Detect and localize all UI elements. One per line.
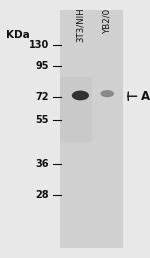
Text: 28: 28 [35, 190, 49, 200]
Text: KDa: KDa [6, 30, 30, 40]
Text: 3T3/NIH: 3T3/NIH [76, 8, 85, 42]
Text: YB2/0: YB2/0 [102, 8, 111, 33]
Bar [60, 10, 123, 248]
Bar [60, 77, 92, 142]
Text: 72: 72 [35, 92, 49, 102]
Ellipse shape [72, 91, 89, 100]
Text: 130: 130 [28, 40, 49, 50]
Text: 95: 95 [35, 61, 49, 71]
Text: 36: 36 [35, 159, 49, 169]
Ellipse shape [100, 90, 114, 97]
Text: AIF: AIF [141, 90, 150, 103]
Text: 55: 55 [35, 115, 49, 125]
